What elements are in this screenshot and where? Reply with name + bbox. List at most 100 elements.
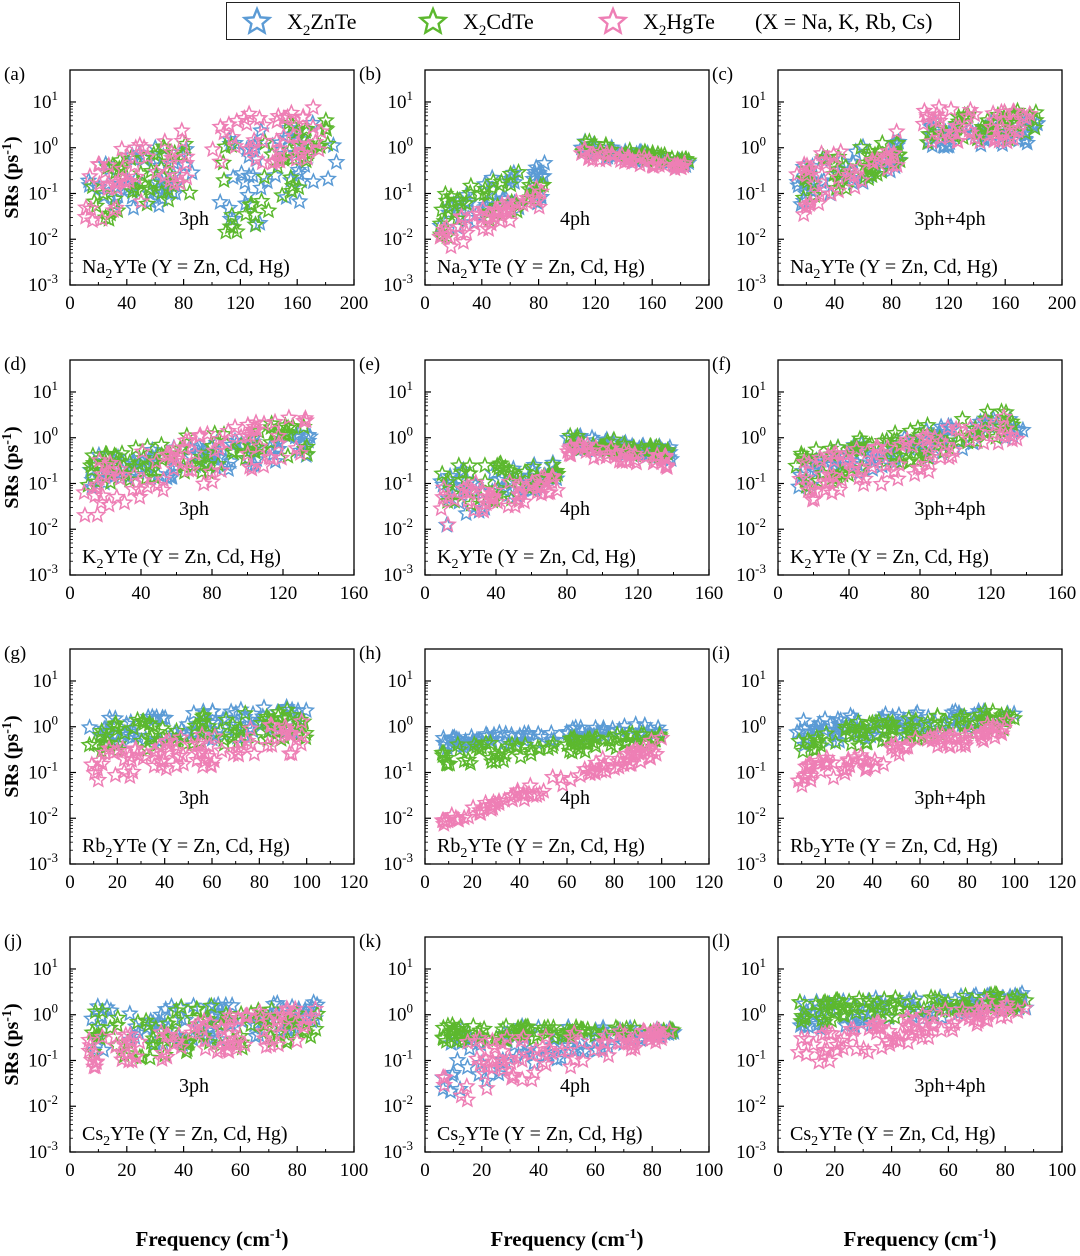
data-point-x2hgte (174, 745, 193, 763)
data-point-x2znte (141, 1011, 160, 1029)
data-point-x2hgte (575, 759, 594, 777)
data-point-x2cdte (999, 111, 1018, 129)
data-point-x2hgte (638, 446, 657, 464)
data-point-x2hgte (864, 153, 883, 171)
data-point-x2hgte (296, 408, 315, 427)
data-point-x2hgte (872, 442, 891, 461)
data-point-x2hgte (483, 1052, 502, 1070)
data-point-x2hgte (159, 1026, 178, 1044)
x-tick-label: 60 (939, 1160, 958, 1181)
data-point-x2hgte (471, 1054, 489, 1072)
data-point-x2hgte (194, 474, 213, 492)
data-point-x2znte (289, 164, 308, 182)
data-point-x2hgte (864, 452, 883, 470)
x-tick-label: 100 (647, 872, 676, 893)
data-point-x2cdte (106, 714, 125, 732)
x-tick-label: 0 (773, 872, 783, 893)
data-point-x2hgte (553, 775, 572, 793)
data-point-x2hgte (281, 723, 300, 741)
data-point-x2hgte (152, 1023, 171, 1041)
x-tick-label: 0 (420, 1160, 430, 1181)
data-point-x2cdte (836, 720, 855, 738)
data-point-x2cdte (875, 989, 894, 1007)
x-axis-label: Frequency (cm-1) (491, 1227, 644, 1251)
data-point-x2hgte (880, 1021, 898, 1039)
data-point-x2hgte (945, 1013, 964, 1031)
data-point-x2hgte (624, 745, 643, 763)
panel-h: 0 20 40 60 80 100 120 101 100 10-1 10-2 10-3 (h) 4ph R… (359, 643, 723, 893)
data-point-x2hgte (884, 461, 903, 479)
data-point-x2hgte (844, 1019, 863, 1037)
data-point-x2hgte (267, 1006, 286, 1024)
data-point-x2hgte (306, 999, 325, 1017)
data-point-x2cdte (120, 470, 139, 488)
data-point-x2hgte (792, 1028, 811, 1047)
data-point-x2hgte (262, 735, 281, 753)
composition-label: K2YTe (Y = Zn, Cd, Hg) (82, 546, 281, 572)
data-point-x2hgte (211, 152, 229, 170)
data-point-x2hgte (976, 412, 995, 430)
data-point-x2hgte (951, 735, 970, 754)
data-point-x2hgte (467, 1049, 486, 1067)
y-tick-label: 100 (741, 1001, 767, 1026)
panel-label: (j) (4, 931, 22, 952)
data-point-x2hgte (171, 728, 190, 746)
composition-label: Na2YTe (Y = Zn, Cd, Hg) (82, 256, 290, 282)
data-point-x2cdte (868, 164, 887, 182)
data-point-x2hgte (814, 1045, 833, 1063)
data-point-x2hgte (80, 166, 99, 185)
data-point-x2hgte (88, 505, 107, 523)
data-point-x2hgte (255, 1029, 274, 1047)
data-point-x2hgte (190, 426, 209, 445)
data-point-x2hgte (176, 431, 195, 449)
data-point-x2hgte (75, 483, 94, 501)
data-point-x2cdte (80, 735, 99, 753)
panel-label: (h) (359, 643, 381, 664)
data-point-x2hgte (521, 1045, 540, 1063)
data-point-x2cdte (490, 455, 509, 473)
process-label: 3ph+4ph (914, 208, 985, 230)
data-point-x2hgte (138, 147, 157, 165)
data-point-x2cdte (807, 440, 826, 458)
process-label: 3ph+4ph (914, 787, 985, 809)
data-point-x2hgte (458, 1032, 477, 1050)
data-point-x2hgte (101, 453, 120, 471)
data-point-x2hgte (120, 767, 139, 785)
data-point-x2hgte (837, 444, 856, 462)
data-point-x2hgte (162, 148, 181, 166)
data-point-x2hgte (297, 1009, 315, 1027)
data-point-x2cdte (524, 457, 543, 475)
panel-label: (k) (359, 931, 381, 952)
data-point-x2hgte (90, 174, 109, 192)
data-point-x2hgte (561, 1057, 580, 1075)
legend-star-icon-cdte (417, 5, 449, 35)
x-tick-label: 0 (420, 583, 430, 604)
data-point-x2cdte (222, 205, 241, 223)
data-point-x2hgte (250, 108, 269, 126)
data-point-x2hgte (837, 449, 856, 468)
plot-frame (69, 936, 355, 1153)
data-point-x2hgte (433, 225, 452, 243)
data-point-x2cdte (890, 999, 909, 1017)
data-point-x2hgte (594, 1032, 613, 1050)
x-tick-label: 40 (825, 293, 844, 314)
x-tick-label: 0 (65, 583, 75, 604)
data-point-x2cdte (93, 1001, 112, 1019)
y-tick-label: 101 (741, 667, 767, 692)
data-point-x2cdte (997, 402, 1015, 421)
data-point-x2cdte (91, 725, 110, 743)
data-point-x2cdte (906, 710, 925, 729)
process-label: 3ph (179, 498, 209, 520)
data-point-x2cdte (137, 1011, 156, 1029)
y-tick-label: 10-1 (28, 179, 58, 204)
data-point-x2cdte (516, 1017, 535, 1035)
data-point-x2hgte (454, 232, 473, 250)
data-point-x2hgte (915, 1016, 934, 1034)
data-point-x2cdte (850, 429, 869, 447)
data-point-x2hgte (612, 450, 631, 468)
x-tick-label: 160 (638, 293, 667, 314)
data-point-x2cdte (450, 190, 469, 208)
scatter-points (433, 715, 671, 832)
scatter-points (433, 1015, 683, 1108)
